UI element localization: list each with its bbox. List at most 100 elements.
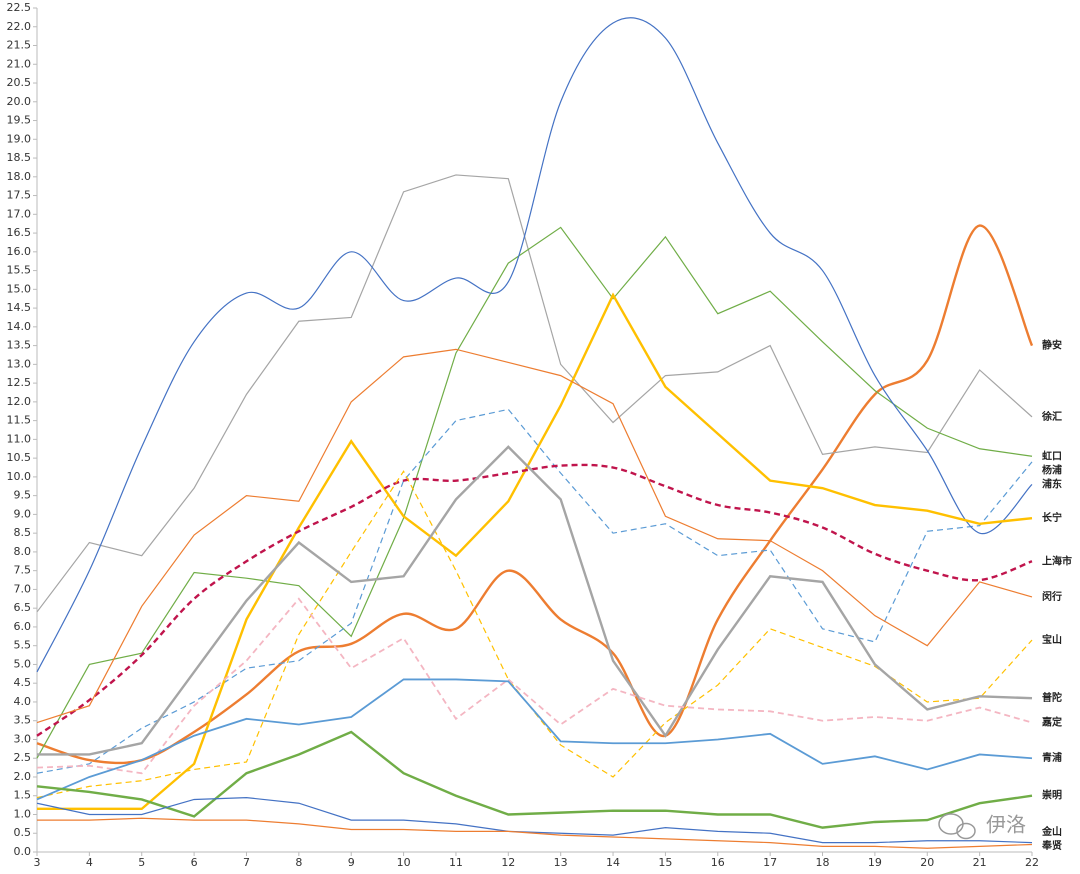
x-tick-label: 5 — [138, 856, 145, 869]
x-tick-label: 9 — [348, 856, 355, 869]
y-tick-label: 11.0 — [7, 432, 32, 445]
x-tick-label: 12 — [501, 856, 515, 869]
y-tick-label: 6.5 — [14, 601, 32, 614]
y-tick-label: 2.0 — [14, 770, 32, 783]
y-tick-label: 0.5 — [14, 826, 32, 839]
x-tick-label: 11 — [449, 856, 463, 869]
x-tick-label: 16 — [711, 856, 725, 869]
y-tick-label: 4.0 — [14, 695, 32, 708]
y-tick-label: 20.5 — [7, 76, 32, 89]
x-tick-label: 22 — [1025, 856, 1039, 869]
watermark: 伊洛 — [986, 813, 1026, 837]
y-tick-label: 10.0 — [7, 470, 32, 483]
series-line — [36, 226, 1033, 759]
series-label: 奉贤 — [1041, 839, 1063, 852]
y-tick-label: 19.0 — [7, 132, 32, 145]
series-line — [36, 348, 1033, 724]
x-tick-label: 17 — [763, 856, 777, 869]
y-tick-label: 9.0 — [14, 507, 32, 520]
y-tick-label: 13.5 — [7, 339, 32, 352]
y-tick-label: 19.5 — [7, 114, 32, 127]
series-label: 嘉定 — [1041, 716, 1062, 729]
series-line — [36, 463, 1033, 737]
series-line — [37, 445, 1033, 756]
plot: 0.0 0.5 1.0 1.5 2.0 2.5 3.0 3.5 4.0 4.5 5.0 5.5 6.0 6… — [7, 1, 1073, 869]
y-tick-label: 16.5 — [7, 226, 32, 239]
x-tick-label: 3 — [34, 856, 41, 869]
x-tick-label: 6 — [191, 856, 198, 869]
series-label: 崇明 — [1042, 789, 1062, 802]
series-line — [36, 17, 1033, 673]
y-tick-label: 17.5 — [7, 189, 32, 202]
x-tick-label: 19 — [868, 856, 882, 869]
series-label: 徐汇 — [1041, 410, 1062, 423]
series-line — [36, 224, 1034, 765]
y-tick-label: 10.5 — [7, 451, 32, 464]
x-tick-label: 14 — [606, 856, 620, 869]
watermark-icon — [938, 813, 976, 840]
series-label: 上海市 — [1042, 554, 1072, 567]
series-line — [36, 470, 1033, 799]
series-label: 普陀 — [1042, 691, 1062, 704]
y-tick-label: 7.5 — [14, 564, 32, 577]
y-tick-label: 16.0 — [7, 245, 32, 258]
series-label: 浦东 — [1042, 477, 1062, 490]
x-tick-label: 20 — [920, 856, 934, 869]
y-tick-label: 2.5 — [14, 751, 32, 764]
series-label: 静安 — [1042, 339, 1062, 352]
y-tick-label: 21.0 — [7, 57, 32, 70]
series-line — [36, 174, 1033, 613]
y-tick-label: 5.0 — [14, 657, 32, 670]
x-tick-label: 18 — [816, 856, 830, 869]
y-tick-label: 18.0 — [7, 170, 32, 183]
x-tick-label: 10 — [397, 856, 411, 869]
x-tick-label: 4 — [86, 856, 93, 869]
y-tick-label: 6.0 — [14, 620, 32, 633]
y-tick-label: 18.5 — [7, 151, 32, 164]
y-tick-label: 1.0 — [14, 807, 32, 820]
y-tick-label: 22.0 — [7, 20, 32, 33]
y-tick-label: 9.5 — [14, 489, 32, 502]
y-tick-label: 20.0 — [7, 95, 32, 108]
y-tick-label: 22.5 — [7, 1, 32, 14]
series-line — [36, 730, 1033, 829]
y-tick-label: 8.0 — [14, 545, 32, 558]
series-label: 杨浦 — [1042, 463, 1062, 476]
y-tick-label: 17.0 — [7, 207, 32, 220]
series-line — [36, 678, 1033, 801]
x-tick-label: 7 — [243, 856, 250, 869]
y-tick-label: 0.0 — [14, 845, 32, 858]
y-tick-label: 3.0 — [14, 732, 32, 745]
y-tick-label: 14.0 — [7, 320, 32, 333]
y-tick-label: 3.5 — [14, 714, 32, 727]
y-tick-label: 15.0 — [7, 282, 32, 295]
series-line — [36, 408, 1033, 774]
y-tick-label: 11.5 — [7, 414, 32, 427]
y-tick-label: 15.5 — [7, 264, 32, 277]
y-tick-label: 7.0 — [14, 582, 32, 595]
x-tick-label: 8 — [295, 856, 302, 869]
x-tick-label: 15 — [658, 856, 672, 869]
series-line — [37, 292, 1033, 811]
series-label: 金山 — [1041, 825, 1062, 838]
y-tick-label: 12.0 — [7, 395, 32, 408]
y-tick-label: 12.5 — [7, 376, 32, 389]
series-label: 闵行 — [1042, 590, 1062, 603]
y-tick-label: 5.5 — [14, 639, 32, 652]
series-label: 宝山 — [1042, 633, 1062, 646]
series-label: 长宁 — [1042, 511, 1062, 524]
y-tick-label: 4.5 — [14, 676, 32, 689]
series-line — [36, 797, 1033, 844]
y-tick-label: 21.5 — [7, 39, 32, 52]
y-tick-label: 13.0 — [7, 357, 32, 370]
series-line — [36, 597, 1033, 775]
y-tick-label: 8.5 — [14, 526, 32, 539]
x-tick-label: 13 — [554, 856, 568, 869]
y-tick-label: 14.5 — [7, 301, 32, 314]
series-label: 青浦 — [1042, 751, 1062, 764]
series-label: 虹口 — [1042, 449, 1062, 462]
y-tick-label: 1.5 — [14, 789, 32, 802]
series-line — [37, 817, 1033, 849]
x-tick-label: 21 — [973, 856, 987, 869]
